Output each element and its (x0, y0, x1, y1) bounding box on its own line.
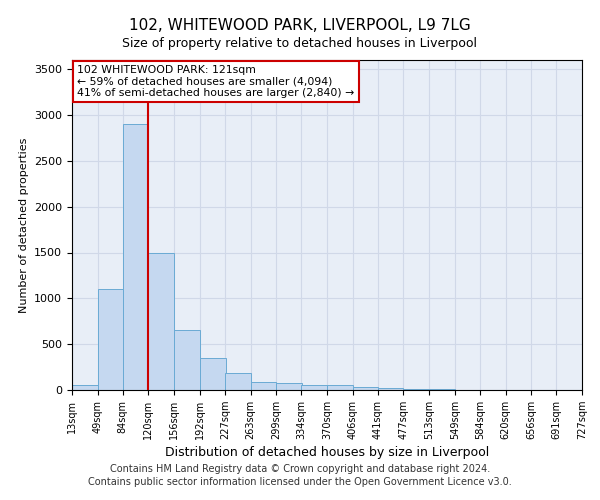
Text: Contains HM Land Registry data © Crown copyright and database right 2024.: Contains HM Land Registry data © Crown c… (110, 464, 490, 474)
Text: Size of property relative to detached houses in Liverpool: Size of property relative to detached ho… (122, 38, 478, 51)
Text: 102 WHITEWOOD PARK: 121sqm
← 59% of detached houses are smaller (4,094)
41% of s: 102 WHITEWOOD PARK: 121sqm ← 59% of deta… (77, 65, 355, 98)
Bar (148, 252, 174, 390)
Bar (251, 382, 276, 390)
Bar (353, 387, 379, 390)
Text: 102, WHITEWOOD PARK, LIVERPOOL, L9 7LG: 102, WHITEWOOD PARK, LIVERPOOL, L9 7LG (129, 18, 471, 32)
X-axis label: Distribution of detached houses by size in Liverpool: Distribution of detached houses by size … (165, 446, 489, 459)
Bar (403, 389, 429, 390)
Bar (200, 358, 226, 390)
Bar (378, 388, 403, 390)
Text: Contains public sector information licensed under the Open Government Licence v3: Contains public sector information licen… (88, 477, 512, 487)
Y-axis label: Number of detached properties: Number of detached properties (19, 138, 29, 312)
Bar (174, 330, 200, 390)
Bar (98, 289, 124, 390)
Bar (276, 382, 302, 390)
Bar (123, 124, 148, 390)
Bar (327, 385, 353, 390)
Bar (301, 385, 327, 390)
Bar (72, 385, 98, 390)
Bar (225, 372, 251, 390)
